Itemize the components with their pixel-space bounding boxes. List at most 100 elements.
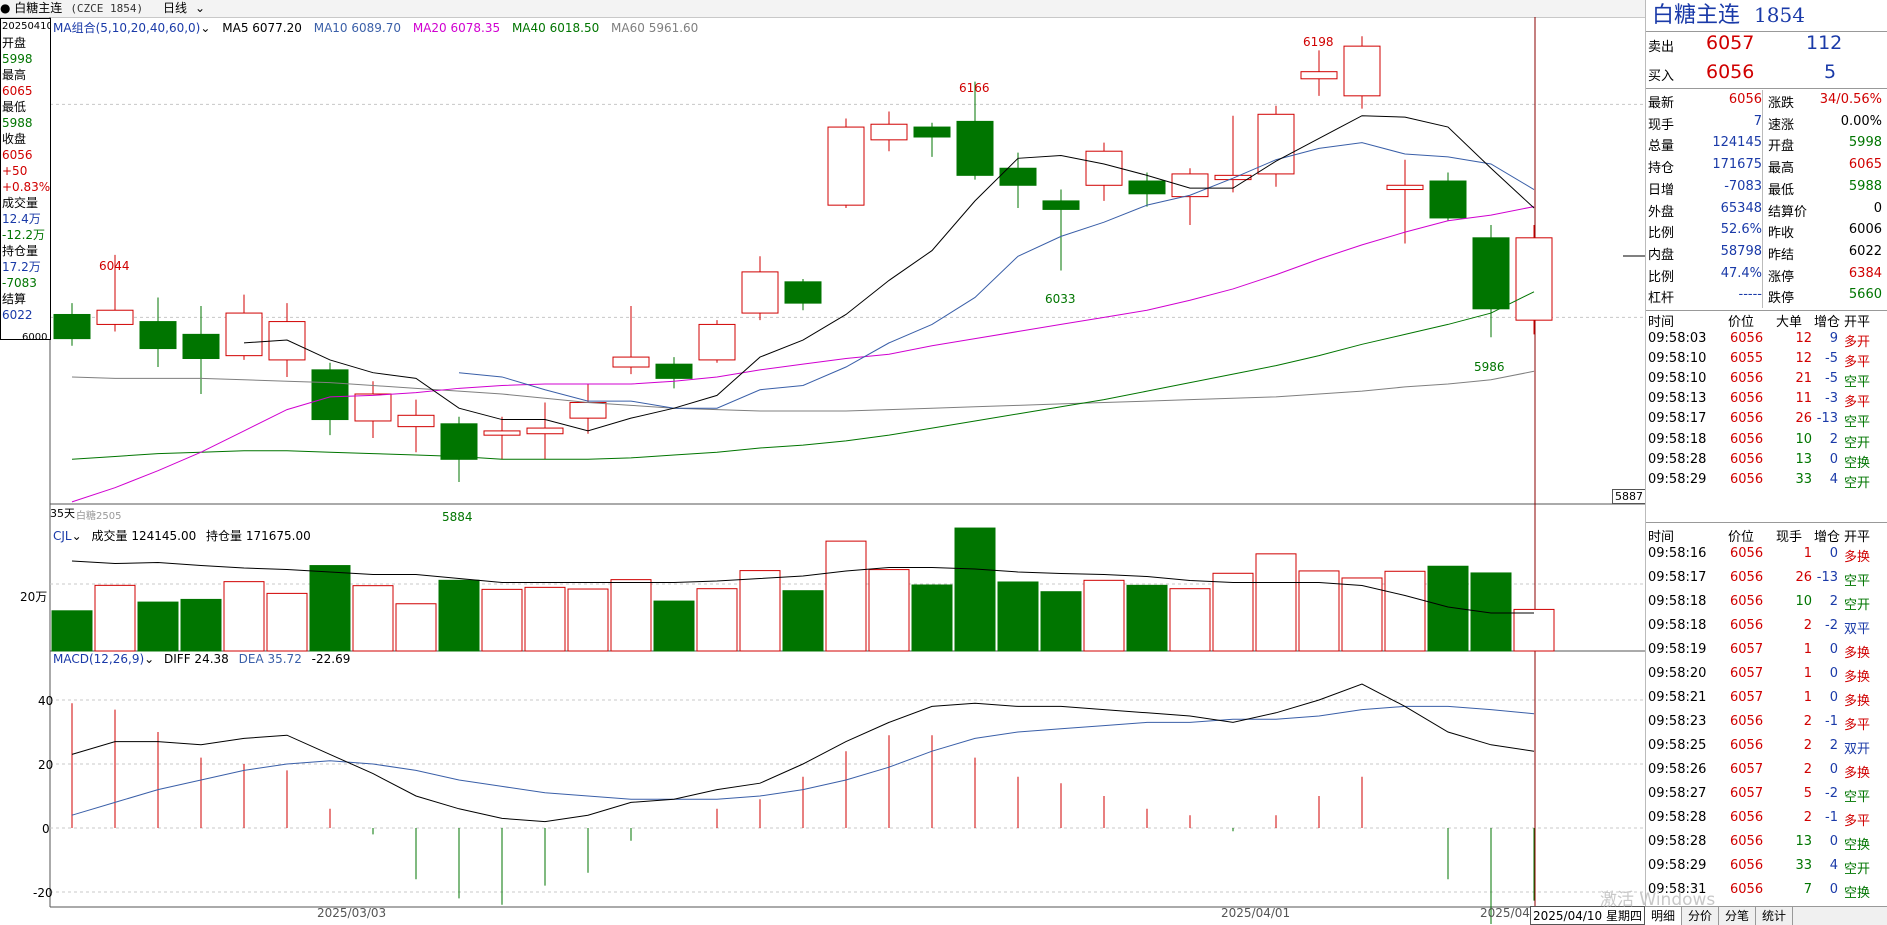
table-row[interactable]: 09:58:13 6056 11 -3 多平: [1646, 391, 1887, 411]
table-row[interactable]: 09:58:26 6057 2 0 多换: [1646, 762, 1887, 786]
cell-price: 6057: [1730, 666, 1764, 681]
x-date-0303: 2025/03/03: [317, 906, 387, 920]
cell-time: 09:58:18: [1648, 618, 1707, 633]
cell-type: 双开: [1844, 742, 1871, 757]
table-row[interactable]: 09:58:16 6056 1 0 多换: [1646, 546, 1887, 570]
cell-type: 多换: [1844, 550, 1871, 565]
cell-type: 多开: [1844, 335, 1871, 350]
cell-time: 09:58:13: [1648, 391, 1707, 407]
ma-legend: MA组合(5,10,20,40,60,0)⌄ MA5 6077.20 MA10 …: [53, 19, 698, 36]
volume-bar: [1298, 570, 1340, 652]
tab-ticks[interactable]: 分笔: [1719, 907, 1757, 925]
oi-value: 持仓量 171675.00: [206, 529, 311, 543]
stat-label: 跌停: [1768, 291, 1795, 307]
cell-oi-change: -2: [1825, 618, 1838, 633]
cell-time: 09:58:28: [1648, 451, 1707, 467]
candle-body: [53, 313, 91, 340]
cell-time: 09:58:20: [1648, 666, 1707, 681]
cell-volume: 33: [1795, 858, 1812, 873]
stat-label: 最高: [1768, 161, 1795, 177]
dea-value: DEA 35.72: [238, 652, 302, 666]
table-row[interactable]: 09:58:23 6056 2 -1 多平: [1646, 714, 1887, 738]
table-row[interactable]: 09:58:18 6056 10 2 空开: [1646, 432, 1887, 452]
volume-panel: [51, 527, 1555, 652]
table-row[interactable]: 09:58:18 6056 2 -2 双平: [1646, 618, 1887, 642]
table-row[interactable]: 09:58:21 6057 1 0 多换: [1646, 690, 1887, 714]
cell-price: 6056: [1730, 618, 1764, 633]
cell-price: 6057: [1730, 642, 1764, 657]
cell-volume: 1: [1803, 666, 1812, 681]
table-row[interactable]: 09:58:10 6056 21 -5 空平: [1646, 371, 1887, 391]
cell-time: 09:58:18: [1648, 431, 1707, 447]
candle-body: [698, 323, 736, 361]
volume-bar: [481, 588, 523, 652]
stat-label: 昨结: [1768, 247, 1795, 263]
volume-bar: [223, 581, 265, 652]
table-row[interactable]: 09:58:17 6056 26 -13 空平: [1646, 411, 1887, 431]
volume-bar: [610, 579, 652, 652]
volume-bar: [352, 585, 394, 652]
stat-value: 5998: [1848, 135, 1882, 151]
table-row[interactable]: 09:58:10 6055 12 -5 多平: [1646, 351, 1887, 371]
cell-price: 6056: [1730, 858, 1764, 873]
table-row[interactable]: 09:58:29 6056 33 4 空开: [1646, 472, 1887, 492]
table-row[interactable]: 09:58:27 6057 5 -2 空平: [1646, 786, 1887, 810]
cell-type: 多换: [1844, 670, 1871, 685]
cell-type: 空换: [1844, 886, 1871, 901]
table-row[interactable]: 09:58:28 6056 13 0 空换: [1646, 834, 1887, 858]
tab-stats[interactable]: 统计: [1756, 907, 1794, 925]
volume-bar: [1126, 584, 1168, 652]
candle-body: [1386, 184, 1424, 191]
macd-label[interactable]: MACD(12,26,9): [53, 652, 145, 666]
cell-price: 6057: [1730, 762, 1764, 777]
cell-price: 6056: [1730, 331, 1764, 346]
stat-value: 52.6%: [1720, 222, 1762, 238]
cell-oi-change: 0: [1829, 834, 1838, 849]
cell-volume: 2: [1803, 618, 1812, 633]
table-row[interactable]: 09:58:18 6056 10 2 空开: [1646, 594, 1887, 618]
table-row[interactable]: 09:58:31 6056 7 0 空换: [1646, 882, 1887, 906]
tab-price[interactable]: 分价: [1682, 907, 1720, 925]
table-row[interactable]: 09:58:29 6056 33 4 空开: [1646, 858, 1887, 882]
cell-type: 多换: [1844, 646, 1871, 661]
cjl-label[interactable]: CJL: [53, 529, 72, 543]
candle-body: [139, 321, 177, 350]
volume-bar: [1083, 579, 1125, 652]
candle-body: [1214, 174, 1252, 181]
cell-time: 09:58:29: [1648, 858, 1707, 873]
table-row[interactable]: 09:58:17 6056 26 -13 空平: [1646, 570, 1887, 594]
table-row[interactable]: 09:58:25 6056 2 2 双开: [1646, 738, 1887, 762]
table-row[interactable]: 09:58:03 6056 12 9 多开: [1646, 331, 1887, 351]
info-label: 结算: [2, 292, 27, 306]
table-row[interactable]: 09:58:28 6056 13 0 空换: [1646, 452, 1887, 472]
chart-area[interactable]: [0, 17, 1645, 924]
quote-panel: 白糖主连 1854 卖出 6057 112 买入 6056 5 最新 6056 现手…: [1600, 0, 1887, 924]
candle-body: [182, 333, 220, 359]
stat-label: 开盘: [1768, 139, 1795, 155]
divider: [1646, 522, 1887, 523]
macd-tick-20: 20: [38, 758, 54, 772]
period-select[interactable]: 日线 ⌄: [163, 1, 206, 15]
bid-row[interactable]: 买入 6056 5: [1648, 61, 1837, 84]
chevron-down-icon: ⌄: [195, 1, 206, 15]
table-row[interactable]: 09:58:20 6057 1 0 多换: [1646, 666, 1887, 690]
volume-bar: [51, 610, 93, 652]
cell-oi-change: 9: [1829, 331, 1838, 346]
macd-value: -22.69: [311, 652, 351, 666]
candle-body: [913, 126, 951, 138]
stat-value: 171675: [1712, 157, 1762, 173]
symbol-name[interactable]: ● 白糖主连 (CZCE 1854): [0, 1, 144, 15]
tab-detail[interactable]: 明细: [1645, 907, 1683, 925]
info-value: 17.2万: [2, 260, 41, 274]
volume-bar: [309, 565, 351, 652]
table-row[interactable]: 09:58:19 6057 1 0 多换: [1646, 642, 1887, 666]
cell-time: 09:58:25: [1648, 738, 1707, 753]
ma-group-label[interactable]: MA组合(5,10,20,40,60,0): [53, 21, 201, 35]
cell-volume: 5: [1803, 786, 1812, 801]
stat-value: 34/0.56%: [1819, 92, 1882, 107]
table-row[interactable]: 09:58:28 6056 2 -1 多平: [1646, 810, 1887, 834]
ask-row[interactable]: 卖出 6057 112: [1648, 32, 1843, 55]
volume-bar: [1341, 577, 1383, 652]
cell-oi-change: 0: [1829, 642, 1838, 657]
x-date-04: 2025/04/: [1480, 906, 1534, 920]
